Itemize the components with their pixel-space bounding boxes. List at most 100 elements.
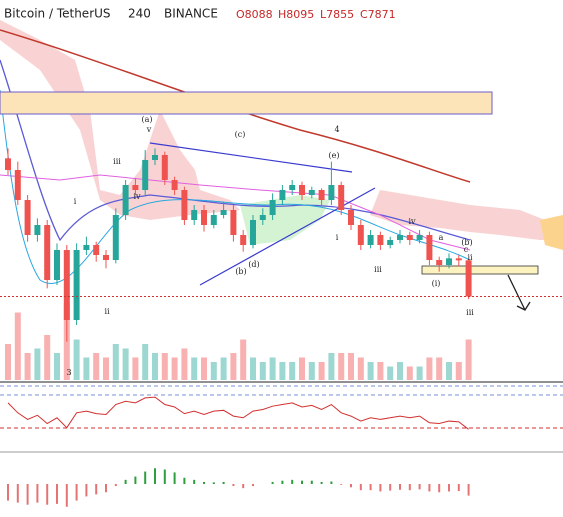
candle-body xyxy=(201,210,207,225)
volume-bar xyxy=(250,357,256,380)
candle-body xyxy=(436,260,443,265)
support-zone xyxy=(421,265,539,275)
macd-bar xyxy=(320,481,323,484)
wave-label: ii xyxy=(467,253,473,262)
volume-bar xyxy=(416,366,423,380)
volume-bar xyxy=(465,339,472,380)
candle-body xyxy=(259,215,266,220)
candle-body xyxy=(426,235,433,260)
candle-body xyxy=(103,255,109,260)
volume-bar xyxy=(132,357,139,380)
trend-line xyxy=(199,187,376,286)
candle-body xyxy=(161,155,168,180)
rsi-line xyxy=(7,396,469,430)
wave-label: (c) xyxy=(235,130,246,139)
macd-bar xyxy=(281,480,284,484)
volume-bar xyxy=(161,353,168,380)
wave-label: c xyxy=(464,245,469,254)
macd-bar xyxy=(340,484,343,485)
candle-body xyxy=(289,185,296,190)
cloud xyxy=(370,190,560,240)
candle-body xyxy=(269,200,276,215)
macd-bar xyxy=(330,481,333,484)
cloud xyxy=(240,195,330,245)
wave-label: (d) xyxy=(248,260,259,269)
candle-body xyxy=(279,190,286,200)
trend-line xyxy=(149,142,353,173)
volume-bar xyxy=(299,357,305,380)
volume-bar xyxy=(83,357,90,380)
candle-body xyxy=(328,185,335,200)
candle-body xyxy=(465,260,472,297)
wave-label: ii xyxy=(104,307,110,316)
wave-label: (a) xyxy=(141,115,152,124)
candle-body xyxy=(240,235,247,245)
candle-body xyxy=(406,235,413,240)
candle-body xyxy=(250,220,256,245)
wave-label: iv xyxy=(408,217,416,226)
wave-label: (b) xyxy=(235,267,246,276)
volume-bar xyxy=(348,353,354,380)
macd-bar xyxy=(467,484,470,496)
interval: 240 xyxy=(128,7,151,21)
volume-bar xyxy=(181,348,188,380)
candle-body xyxy=(112,215,119,260)
macd-bar xyxy=(36,484,39,503)
macd-bar xyxy=(252,484,254,487)
macd-bar xyxy=(154,468,156,484)
volume-bar xyxy=(152,353,158,380)
resistance-zone xyxy=(0,91,493,115)
volume-bar xyxy=(436,357,443,380)
volume-bar xyxy=(210,362,217,380)
candle-body xyxy=(348,210,354,225)
macd-bar xyxy=(95,484,98,495)
ohlc-close: C7871 xyxy=(360,8,396,21)
wave-label: i xyxy=(336,233,339,242)
wave-label: iii xyxy=(374,265,382,274)
volume-bar xyxy=(406,366,413,380)
candle-body xyxy=(308,190,315,195)
volume-bar xyxy=(142,344,149,380)
candle-body xyxy=(416,235,423,240)
volume-bar xyxy=(191,357,198,380)
candle-body xyxy=(122,185,129,215)
candle-body xyxy=(63,250,70,320)
macd-bar xyxy=(173,472,176,484)
candle-body xyxy=(73,250,80,320)
macd-bar xyxy=(457,484,460,492)
volume-bar xyxy=(367,362,374,380)
macd-bar xyxy=(56,484,58,504)
wave-label: i xyxy=(74,197,77,206)
cloud xyxy=(0,20,240,220)
candle-body xyxy=(446,258,452,265)
candle-body xyxy=(93,245,100,255)
macd-bar xyxy=(369,484,372,491)
volume-bar xyxy=(259,362,266,380)
volume-bar xyxy=(269,357,276,380)
macd-bar xyxy=(399,484,401,490)
ohlc-high: H8095 xyxy=(278,8,314,21)
volume-bar xyxy=(308,362,315,380)
macd-bar xyxy=(26,484,29,505)
wave-label: iii xyxy=(113,157,121,166)
candle-body xyxy=(318,190,325,200)
macd-bar xyxy=(85,484,88,497)
macd-bar xyxy=(242,484,245,489)
candle-body xyxy=(5,158,11,170)
candle-body xyxy=(44,225,51,280)
macd-bar xyxy=(301,480,303,484)
candle-body xyxy=(367,235,374,245)
macd-bar xyxy=(389,484,392,491)
volume-bar xyxy=(397,362,403,380)
candle-body xyxy=(220,210,227,215)
macd-bar xyxy=(232,484,235,487)
candle-body xyxy=(142,160,149,190)
macd-bar xyxy=(193,479,196,484)
ma-line xyxy=(0,174,471,251)
volume-bar xyxy=(54,353,60,380)
wave-label: 3 xyxy=(66,368,71,377)
wave-label: 4 xyxy=(334,125,339,134)
volume-bar xyxy=(73,339,80,380)
volume-bar xyxy=(279,362,286,380)
